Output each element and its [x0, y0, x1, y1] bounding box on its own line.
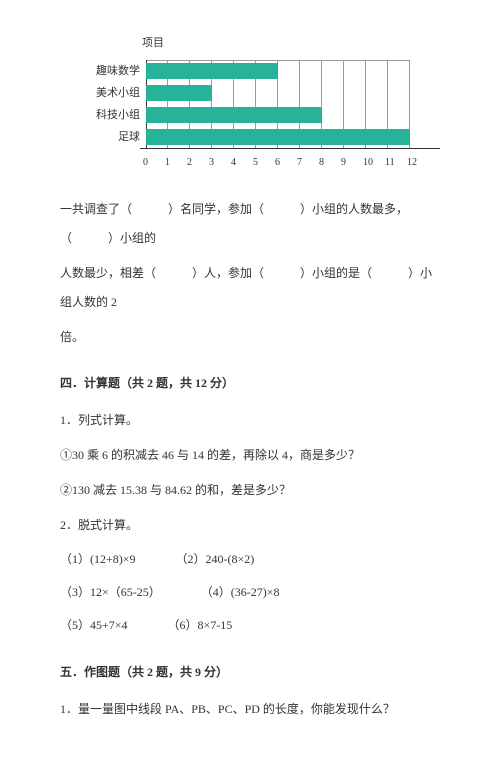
- chart-plot: 趣味数学 美术小组 科技小组: [90, 60, 440, 175]
- calc-item: （4）(36-27)×8: [201, 578, 280, 607]
- section-heading: 四．计算题（共 2 题，共 12 分）: [60, 369, 440, 398]
- x-tick: 4: [231, 149, 253, 175]
- chart-row: 科技小组: [90, 104, 440, 126]
- fill-blank-line: 一共调查了（ ）名同学，参加（ ）小组的人数最多，（ ）小组的: [60, 195, 440, 253]
- bar: [146, 107, 322, 123]
- chart-row: 美术小组: [90, 82, 440, 104]
- question-sub: ②130 减去 15.38 与 84.62 的和，差是多少？: [60, 476, 440, 505]
- x-tick: 12: [407, 149, 429, 175]
- question: 2．脱式计算。: [60, 511, 440, 540]
- calc-item: （1）(12+8)×9: [60, 545, 136, 574]
- chart-title: 项目: [142, 30, 440, 56]
- question: 1．量一量图中线段 PA、PB、PC、PD 的长度，你能发现什么？: [60, 695, 440, 724]
- chart-row: 趣味数学: [90, 60, 440, 82]
- x-tick: 2: [187, 149, 209, 175]
- bar: [146, 63, 278, 79]
- y-label: 足球: [90, 124, 146, 150]
- calc-item: （6）8×7-15: [168, 611, 233, 640]
- x-axis: 0 1 2 3 4 5 6 7 8 9 10 11 12: [140, 148, 440, 175]
- x-tick: 8: [319, 149, 341, 175]
- x-tick: 0: [143, 149, 165, 175]
- fill-blank-line: 人数最少，相差（ ）人，参加（ ）小组的是（ ）小组人数的 2: [60, 259, 440, 317]
- question: 1．列式计算。: [60, 406, 440, 435]
- x-tick: 9: [341, 149, 363, 175]
- bar-chart: 项目 趣味数学 美术小组 科技小组: [90, 30, 440, 175]
- x-tick: 10: [363, 149, 385, 175]
- question-sub: ①30 乘 6 的积减去 46 与 14 的差，再除以 4，商是多少？: [60, 441, 440, 470]
- bar: [146, 85, 212, 101]
- document-page: 项目 趣味数学 美术小组 科技小组: [0, 0, 500, 759]
- calc-item: （2）240-(8×2): [176, 545, 255, 574]
- x-tick: 11: [385, 149, 407, 175]
- section-heading: 五．作图题（共 2 题，共 9 分）: [60, 658, 440, 687]
- calc-item: （3）12×（65-25）: [60, 578, 161, 607]
- calc-item: （5）45+7×4: [60, 611, 128, 640]
- fill-blank-line: 倍。: [60, 323, 440, 352]
- bar: [146, 129, 410, 145]
- x-tick: 5: [253, 149, 275, 175]
- x-tick: 7: [297, 149, 319, 175]
- calc-row: （3）12×（65-25） （4）(36-27)×8: [60, 578, 440, 607]
- chart-row: 足球: [90, 126, 440, 148]
- calc-row: （1）(12+8)×9 （2）240-(8×2): [60, 545, 440, 574]
- calc-row: （5）45+7×4 （6）8×7-15: [60, 611, 440, 640]
- x-tick: 1: [165, 149, 187, 175]
- x-tick: 6: [275, 149, 297, 175]
- x-tick: 3: [209, 149, 231, 175]
